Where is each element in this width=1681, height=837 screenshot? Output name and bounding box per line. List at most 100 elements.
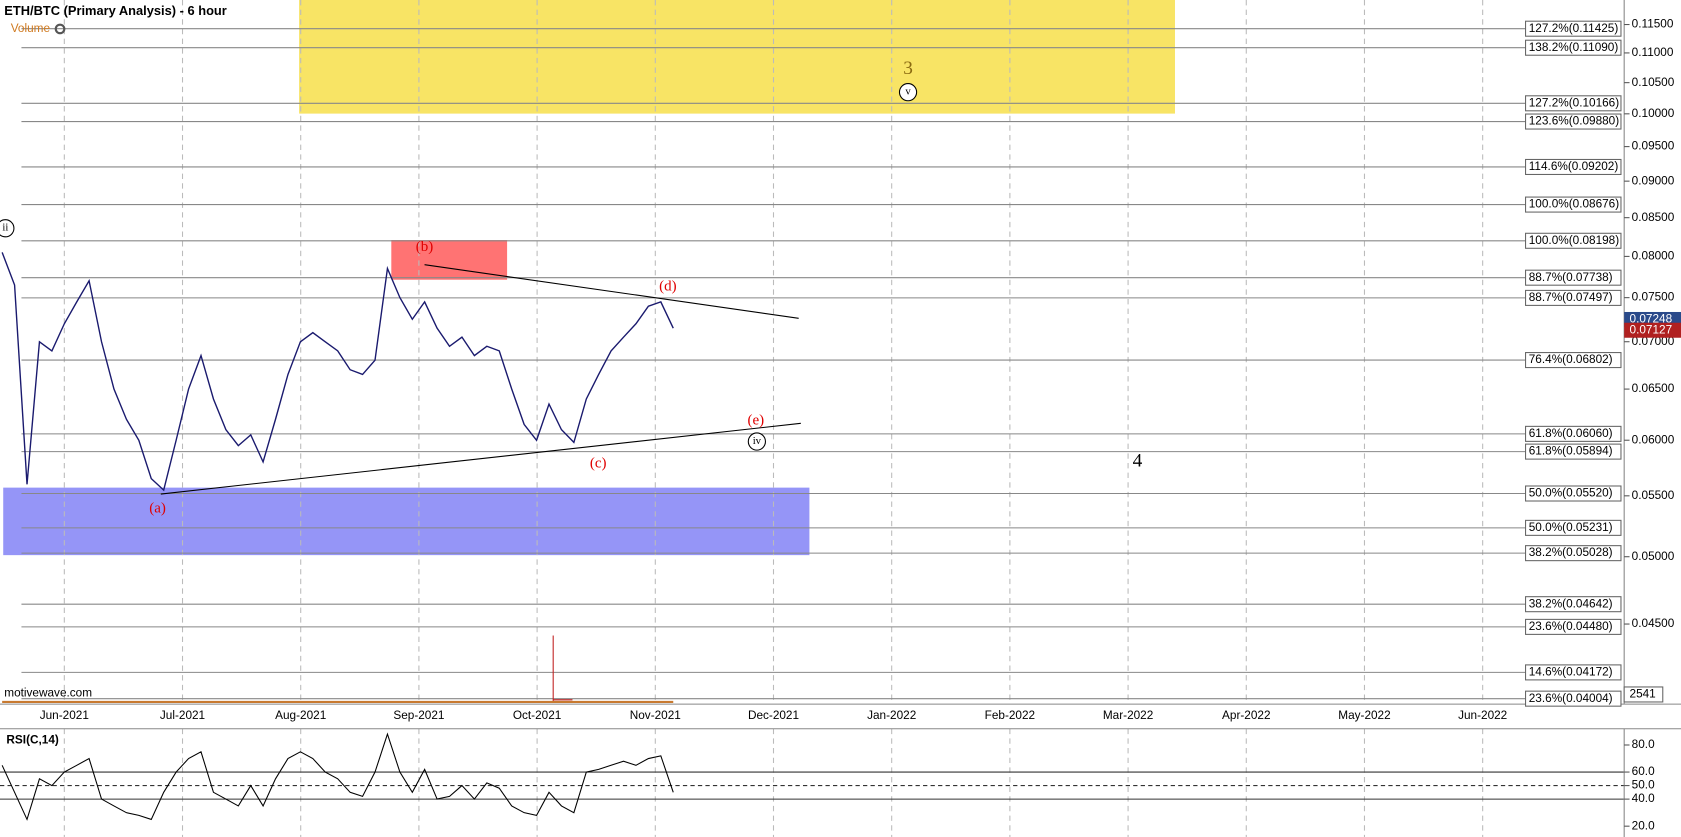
- support-zone: [3, 487, 810, 556]
- fib-label: 23.6%(0.04480): [1529, 620, 1613, 633]
- y-tick-label: 0.07000: [1632, 335, 1675, 348]
- rsi-tick-label: 50.0: [1632, 779, 1655, 792]
- volume-label-box: [1623, 686, 1664, 703]
- rsi-tick-label: 60.0: [1632, 765, 1655, 778]
- rsi-tick-label: 40.0: [1632, 792, 1655, 805]
- fib-label-box: [1525, 545, 1622, 562]
- fib-label-box: [1525, 425, 1622, 442]
- price-line: [1, 252, 674, 492]
- fib-label-box: [1525, 519, 1622, 536]
- settings-icon[interactable]: [54, 23, 66, 35]
- x-tick-label: Jan-2022: [867, 709, 916, 722]
- fib-label: 76.4%(0.06802): [1529, 353, 1613, 366]
- fib-label-box: [1525, 485, 1622, 502]
- fib-label: 114.6%(0.09202): [1529, 160, 1619, 173]
- trendline: [424, 264, 799, 319]
- rsi-line: [1, 732, 674, 821]
- fib-label-box: [1525, 113, 1622, 130]
- x-tick-label: Mar-2022: [1103, 709, 1153, 722]
- fib-label-box: [1525, 20, 1622, 37]
- fib-label: 50.0%(0.05520): [1529, 487, 1613, 500]
- y-tick-label: 0.10000: [1632, 107, 1675, 120]
- x-tick-label: Sep-2021: [393, 709, 444, 722]
- volume-label: Volume: [11, 22, 51, 35]
- x-tick-label: Jun-2022: [1458, 709, 1507, 722]
- y-tick-label: 0.04500: [1632, 617, 1675, 630]
- fib-label-box: [1525, 196, 1622, 213]
- chart-title: ETH/BTC (Primary Analysis) - 6 hour: [4, 3, 227, 18]
- x-tick-label: Apr-2022: [1222, 709, 1270, 722]
- fib-label-box: [1525, 352, 1622, 369]
- wave-label: (b): [416, 239, 434, 255]
- x-tick-label: May-2022: [1338, 709, 1390, 722]
- x-tick-label: Nov-2021: [630, 709, 681, 722]
- wave-label: (d): [659, 279, 677, 295]
- x-tick-label: Jun-2021: [40, 709, 89, 722]
- x-tick-label: Feb-2022: [985, 709, 1035, 722]
- wave-label: v: [905, 86, 911, 98]
- y-tick-label: 0.10500: [1632, 76, 1675, 89]
- fib-label-box: [1525, 232, 1622, 249]
- fib-label: 100.0%(0.08198): [1529, 234, 1619, 247]
- x-tick-label: Oct-2021: [513, 709, 561, 722]
- wave-circle: [0, 219, 15, 238]
- rsi-tick-label: 20.0: [1632, 819, 1655, 832]
- wave-label: ii: [2, 222, 8, 234]
- fib-label: 61.8%(0.05894): [1529, 445, 1613, 458]
- fib-label: 14.6%(0.04172): [1529, 666, 1613, 679]
- y-tick-label: 0.05500: [1632, 489, 1675, 502]
- fib-label: 138.2%(0.11090): [1529, 41, 1619, 54]
- fib-label-box: [1525, 443, 1622, 460]
- price-label-box: [1624, 322, 1681, 338]
- fib-label-box: [1525, 664, 1622, 681]
- fib-label-box: [1525, 618, 1622, 635]
- fib-label-box: [1525, 95, 1622, 112]
- fib-label: 38.2%(0.04642): [1529, 597, 1613, 610]
- trendline: [160, 422, 801, 495]
- fib-label-box: [1525, 158, 1622, 176]
- rsi-tick-label: 80.0: [1632, 738, 1655, 751]
- wave-label: iv: [753, 435, 762, 447]
- price-label: 0.07127: [1630, 323, 1673, 336]
- wave-circle: [898, 83, 918, 102]
- x-tick-label: Jul-2021: [160, 709, 205, 722]
- fib-label-box: [1525, 596, 1622, 613]
- x-tick-label: Dec-2021: [748, 709, 799, 722]
- wave-label: (a): [149, 500, 166, 516]
- y-tick-label: 0.09000: [1632, 174, 1675, 187]
- fib-label: 88.7%(0.07497): [1529, 291, 1613, 304]
- y-tick-label: 0.08000: [1632, 250, 1675, 263]
- y-tick-label: 0.05000: [1632, 550, 1675, 563]
- wave-circle: [747, 432, 766, 451]
- wave-label: 3: [903, 58, 913, 79]
- fib-label: 100.0%(0.08676): [1529, 198, 1619, 211]
- fib-label-box: [1525, 289, 1622, 306]
- y-tick-label: 0.06500: [1632, 382, 1675, 395]
- price-axis: [1624, 0, 1681, 705]
- resistance-zone: [391, 240, 508, 280]
- wave-label: (e): [747, 413, 764, 429]
- rsi-title: RSI(C,14): [6, 734, 58, 747]
- fib-label-box: [1525, 39, 1622, 56]
- fib-label: 127.2%(0.10166): [1529, 96, 1619, 109]
- fib-label: 23.6%(0.04004): [1529, 692, 1613, 705]
- y-tick-label: 0.08500: [1632, 211, 1675, 224]
- target-zone: [299, 0, 1175, 114]
- price-label: 0.07248: [1630, 313, 1673, 326]
- fib-label: 123.6%(0.09880): [1529, 115, 1619, 128]
- time-axis: [0, 704, 1681, 729]
- y-tick-label: 0.09500: [1632, 140, 1675, 153]
- wave-label: 4: [1133, 450, 1143, 471]
- watermark: motivewave.com: [4, 687, 92, 700]
- wave-label: (c): [590, 455, 607, 471]
- fib-label-box: [1525, 690, 1622, 707]
- y-tick-label: 0.11500: [1632, 18, 1674, 31]
- fib-label: 50.0%(0.05231): [1529, 521, 1613, 534]
- x-tick-label: Aug-2021: [275, 709, 326, 722]
- fib-label: 88.7%(0.07738): [1529, 271, 1613, 284]
- fib-label-box: [1525, 269, 1622, 286]
- fib-label: 61.8%(0.06060): [1529, 427, 1613, 440]
- y-tick-label: 0.07500: [1632, 291, 1675, 304]
